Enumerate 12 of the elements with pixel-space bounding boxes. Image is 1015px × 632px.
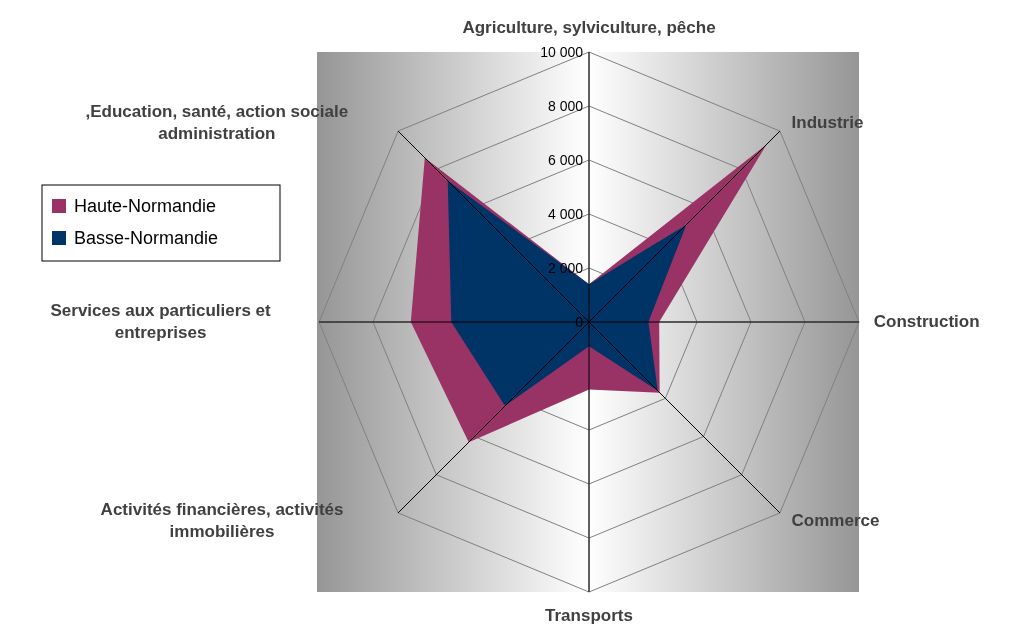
legend-label: Basse-Normandie [74, 228, 219, 248]
y-tick-label: 10 000 [540, 44, 584, 60]
y-tick-label: 0 [575, 314, 584, 330]
spoke-label: Activités financières, activités immobilières [100, 499, 344, 541]
y-tick-label: 6 000 [547, 152, 584, 168]
y-tick-label: 8 000 [547, 98, 584, 114]
spoke-label: Agriculture, sylviculture, pêche [462, 18, 716, 38]
legend-label: Haute-Normandie [74, 196, 217, 216]
spoke-label: Transports [545, 605, 633, 625]
spoke-label: Construction [873, 312, 980, 331]
spoke-label: Services aux particuliers et entreprises [50, 301, 272, 342]
y-tick-label: 4 000 [547, 206, 584, 222]
